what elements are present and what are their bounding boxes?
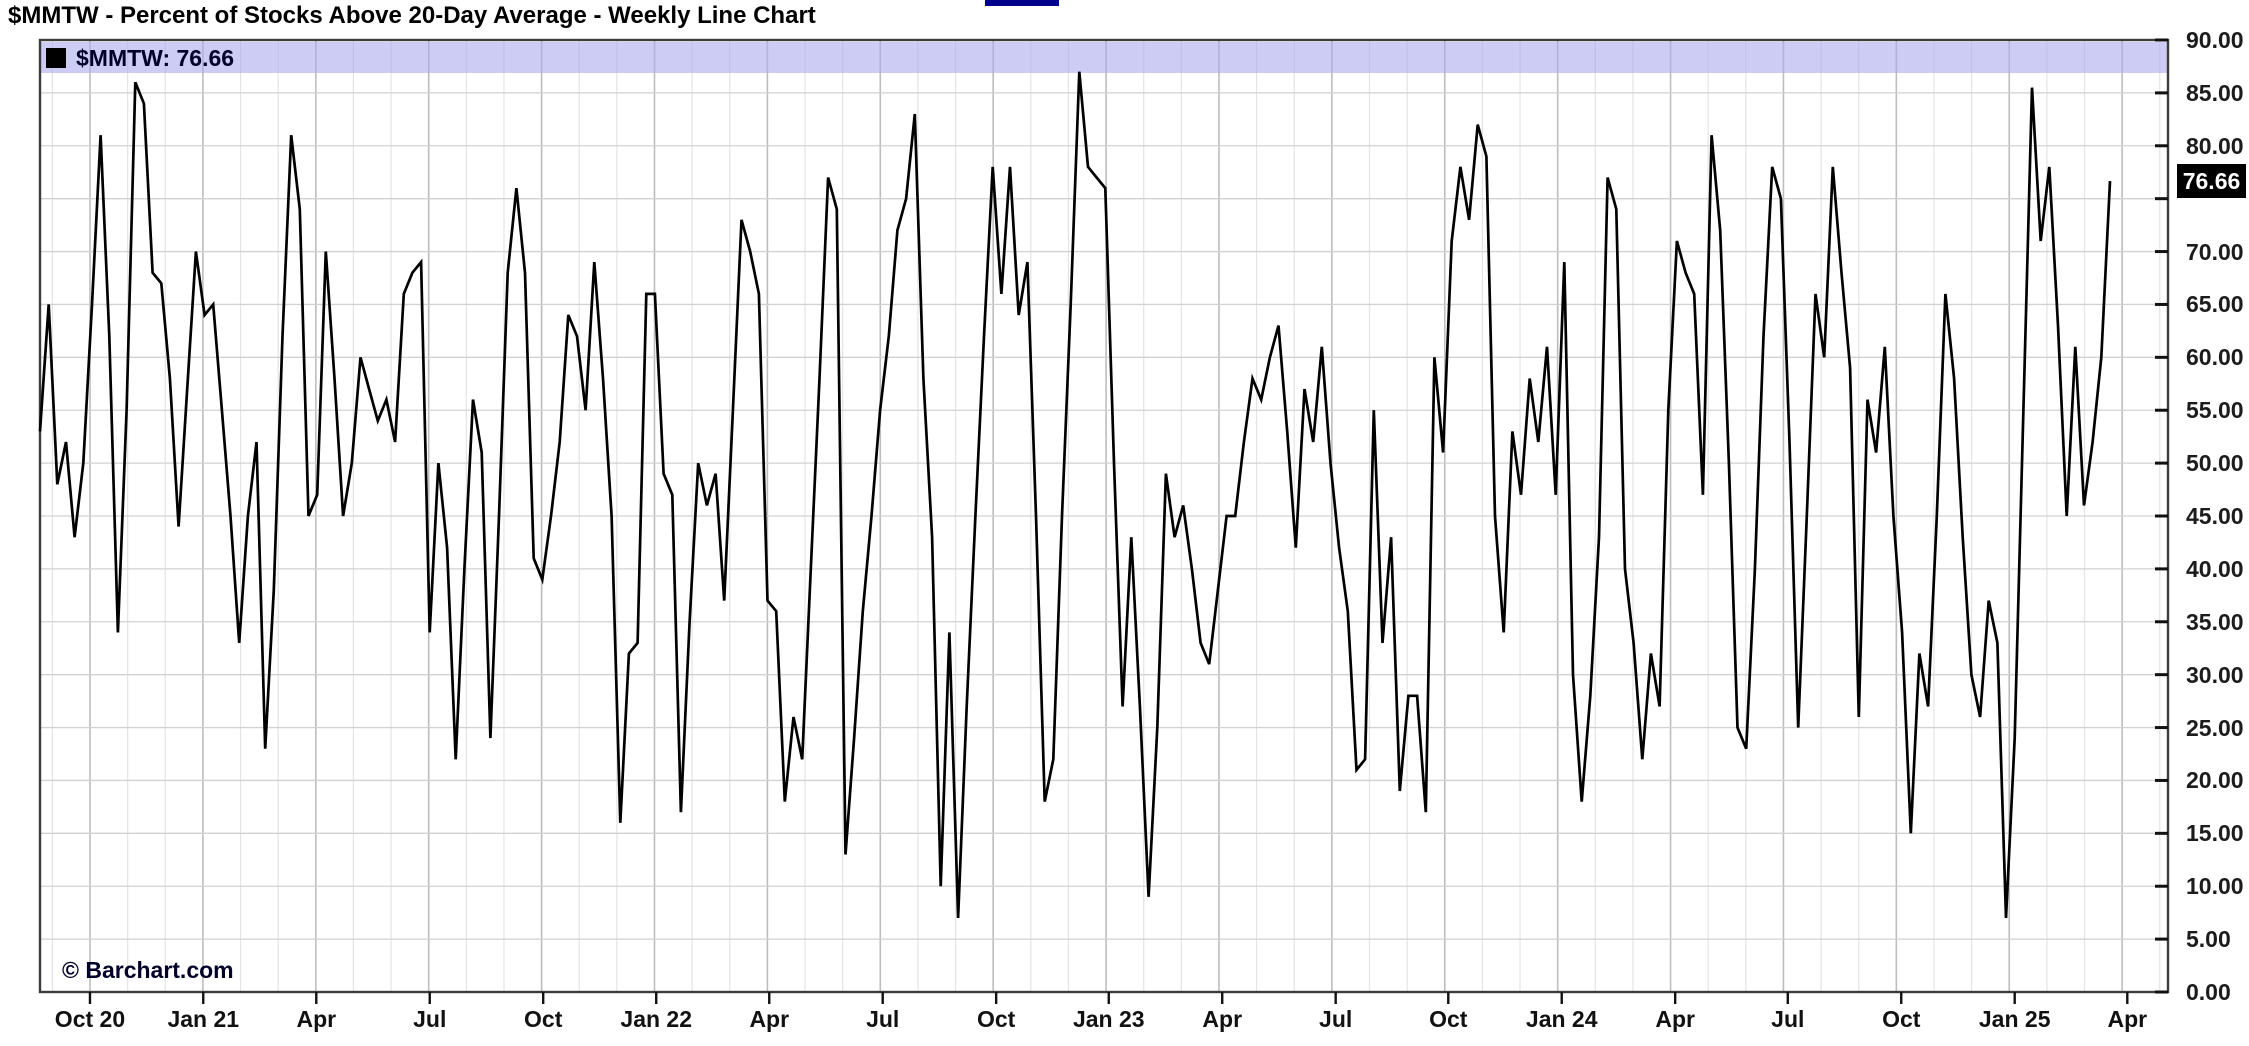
y-axis-label: 10.00 bbox=[2186, 873, 2244, 900]
x-axis-label: Jan 24 bbox=[1525, 1006, 1598, 1032]
x-axis-label: Apr bbox=[2107, 1006, 2148, 1032]
x-axis-label: Jul bbox=[413, 1006, 447, 1032]
legend-label: $MMTW: 76.66 bbox=[76, 44, 235, 71]
y-axis-label: 70.00 bbox=[2186, 238, 2244, 265]
x-axis-label: Jan 23 bbox=[1072, 1006, 1145, 1032]
y-axis-label: 45.00 bbox=[2186, 503, 2244, 529]
y-axis-label: 15.00 bbox=[2186, 820, 2244, 847]
x-axis-label: Jan 21 bbox=[167, 1006, 240, 1032]
x-axis-label: Apr bbox=[296, 1006, 337, 1032]
x-axis-label: Apr bbox=[749, 1006, 790, 1032]
y-axis-label: 55.00 bbox=[2186, 397, 2244, 424]
y-axis-label: 90.00 bbox=[2186, 27, 2244, 53]
y-axis-label: 5.00 bbox=[2186, 926, 2231, 953]
x-axis-label: Oct bbox=[524, 1006, 563, 1032]
x-axis-label: Apr bbox=[1655, 1006, 1695, 1032]
y-axis-label: 85.00 bbox=[2186, 79, 2244, 106]
y-axis-label: 25.00 bbox=[2186, 714, 2244, 741]
browser-artifact-dash bbox=[985, 0, 1059, 6]
y-axis-label: 60.00 bbox=[2186, 344, 2244, 371]
legend-swatch-icon bbox=[46, 48, 66, 68]
y-axis-label: 80.00 bbox=[2186, 132, 2244, 159]
x-axis-label: Jan 22 bbox=[620, 1006, 693, 1032]
x-axis-label: Jan 25 bbox=[1978, 1006, 2051, 1032]
x-axis-label: Jul bbox=[1771, 1006, 1805, 1032]
watermark-label: © Barchart.com bbox=[62, 957, 234, 983]
y-axis-label: 0.00 bbox=[2186, 979, 2231, 1005]
chart-legend: $MMTW: 76.66 bbox=[46, 44, 234, 72]
x-axis-label: Oct 20 bbox=[54, 1006, 126, 1032]
x-axis-label: Apr bbox=[1202, 1006, 1243, 1032]
y-axis-label: 35.00 bbox=[2186, 608, 2244, 635]
x-axis-label: Jul bbox=[1319, 1006, 1353, 1032]
x-axis-label: Oct bbox=[1429, 1006, 1468, 1032]
x-axis-label: Oct bbox=[1882, 1006, 1921, 1032]
y-axis-label: 65.00 bbox=[2186, 291, 2244, 318]
chart-title: $MMTW - Percent of Stocks Above 20-Day A… bbox=[8, 2, 816, 29]
last-value-tag: 76.66 bbox=[2177, 164, 2246, 199]
y-axis-label: 20.00 bbox=[2186, 767, 2244, 794]
x-axis-label: Jul bbox=[866, 1006, 900, 1032]
y-axis-label: 50.00 bbox=[2186, 450, 2244, 477]
x-axis-label: Oct bbox=[976, 1006, 1016, 1032]
y-axis-label: 40.00 bbox=[2186, 555, 2244, 582]
y-axis-label: 30.00 bbox=[2186, 661, 2244, 688]
